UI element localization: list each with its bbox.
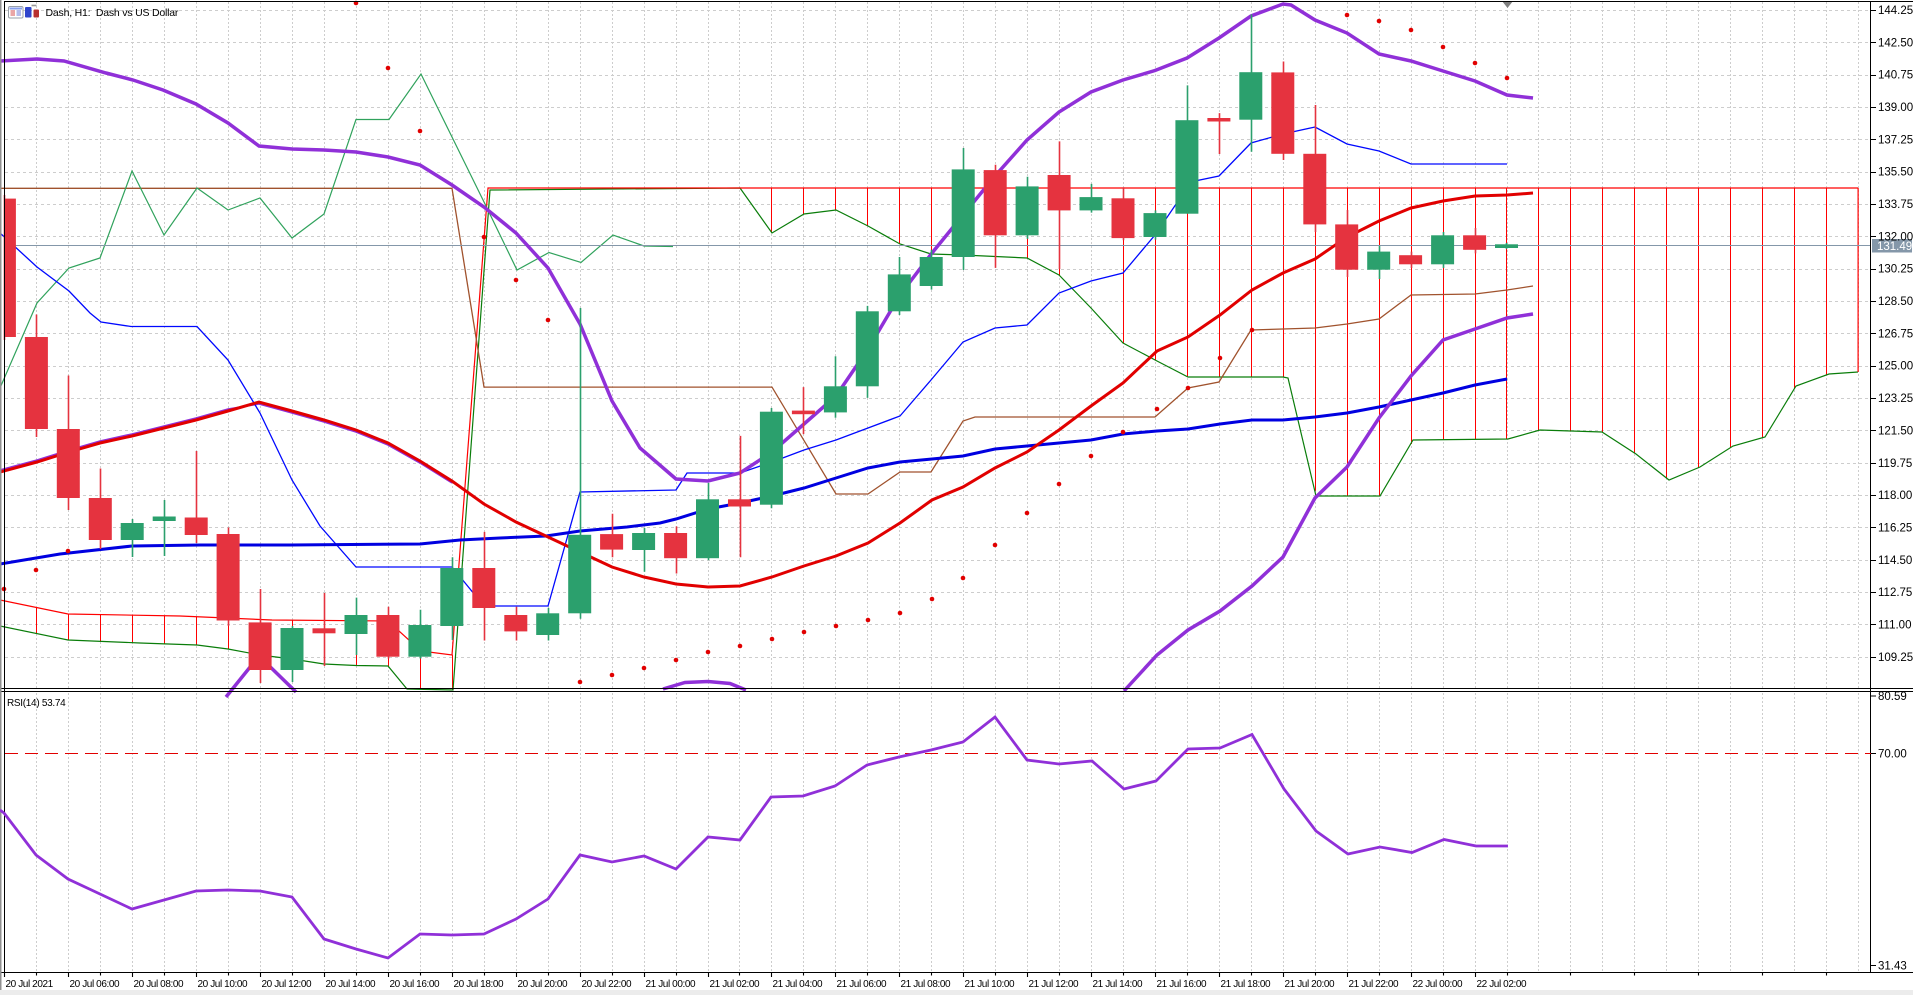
svg-text:20 Jul 22:00: 20 Jul 22:00 (582, 979, 633, 990)
svg-text:RSI(14) 53.74: RSI(14) 53.74 (7, 698, 66, 709)
svg-text:21 Jul 14:00: 21 Jul 14:00 (1093, 979, 1144, 990)
svg-text:142.50: 142.50 (1878, 37, 1913, 49)
svg-text:123.25: 123.25 (1878, 393, 1913, 405)
svg-text:20 Jul 10:00: 20 Jul 10:00 (198, 979, 249, 990)
svg-text:20 Jul 18:00: 20 Jul 18:00 (454, 979, 505, 990)
svg-text:22 Jul 00:00: 22 Jul 00:00 (1413, 979, 1464, 990)
svg-text:70.00: 70.00 (1878, 749, 1907, 761)
svg-text:130.25: 130.25 (1878, 264, 1913, 276)
svg-text:21 Jul 02:00: 21 Jul 02:00 (710, 979, 761, 990)
svg-text:125.00: 125.00 (1878, 361, 1913, 373)
svg-text:80.59: 80.59 (1878, 691, 1907, 703)
svg-text:140.75: 140.75 (1878, 70, 1913, 82)
svg-text:21 Jul 12:00: 21 Jul 12:00 (1029, 979, 1080, 990)
svg-text:21 Jul 00:00: 21 Jul 00:00 (646, 979, 697, 990)
svg-text:Dash, H1: Dash vs US Dollar: Dash, H1: Dash vs US Dollar (46, 7, 179, 19)
svg-text:22 Jul 02:00: 22 Jul 02:00 (1477, 979, 1528, 990)
svg-text:21 Jul 16:00: 21 Jul 16:00 (1157, 979, 1208, 990)
svg-text:139.00: 139.00 (1878, 102, 1913, 114)
svg-text:112.75: 112.75 (1878, 587, 1912, 599)
svg-text:135.50: 135.50 (1878, 167, 1913, 179)
svg-text:21 Jul 06:00: 21 Jul 06:00 (837, 979, 888, 990)
svg-text:20 Jul 14:00: 20 Jul 14:00 (326, 979, 377, 990)
svg-text:119.75: 119.75 (1878, 458, 1912, 470)
svg-text:121.50: 121.50 (1878, 425, 1913, 437)
svg-text:21 Jul 04:00: 21 Jul 04:00 (773, 979, 824, 990)
svg-text:109.25: 109.25 (1878, 652, 1913, 664)
svg-text:20 Jul 06:00: 20 Jul 06:00 (70, 979, 121, 990)
svg-text:144.25: 144.25 (1878, 5, 1913, 17)
svg-text:114.50: 114.50 (1878, 555, 1912, 567)
svg-text:20 Jul 08:00: 20 Jul 08:00 (134, 979, 185, 990)
svg-text:20 Jul 20:00: 20 Jul 20:00 (518, 979, 569, 990)
svg-text:21 Jul 18:00: 21 Jul 18:00 (1221, 979, 1272, 990)
svg-text:20 Jul 12:00: 20 Jul 12:00 (262, 979, 313, 990)
svg-text:21 Jul 08:00: 21 Jul 08:00 (901, 979, 952, 990)
svg-text:128.50: 128.50 (1878, 296, 1913, 308)
svg-text:31.43: 31.43 (1878, 961, 1907, 973)
svg-text:21 Jul 20:00: 21 Jul 20:00 (1285, 979, 1336, 990)
svg-text:133.75: 133.75 (1878, 199, 1913, 211)
svg-text:118.00: 118.00 (1878, 490, 1912, 502)
svg-text:131.49: 131.49 (1877, 241, 1912, 253)
svg-text:126.75: 126.75 (1878, 328, 1913, 340)
svg-text:116.25: 116.25 (1878, 522, 1912, 534)
svg-text:21 Jul 10:00: 21 Jul 10:00 (965, 979, 1016, 990)
svg-text:132.00: 132.00 (1878, 231, 1913, 243)
svg-text:20 Jul 16:00: 20 Jul 16:00 (390, 979, 441, 990)
svg-text:21 Jul 22:00: 21 Jul 22:00 (1349, 979, 1400, 990)
svg-text:111.00: 111.00 (1878, 619, 1911, 631)
svg-text:20 Jul 2021: 20 Jul 2021 (6, 979, 54, 990)
svg-text:137.25: 137.25 (1878, 134, 1913, 146)
